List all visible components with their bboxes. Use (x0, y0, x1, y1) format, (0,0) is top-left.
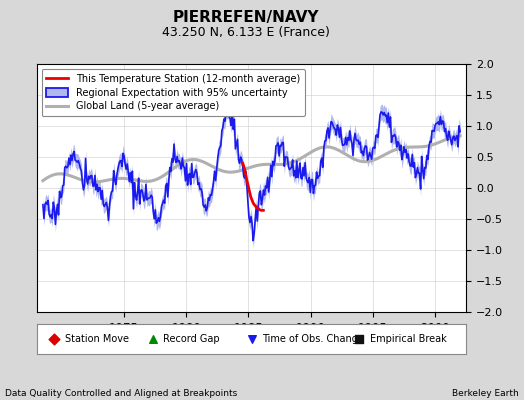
Point (247, 336, 256, 342)
Text: PIERREFEN/NAVY: PIERREFEN/NAVY (173, 10, 320, 25)
Text: Time of Obs. Change: Time of Obs. Change (262, 334, 364, 344)
Text: Berkeley Earth: Berkeley Earth (452, 389, 519, 398)
Point (148, 336, 157, 342)
Text: Data Quality Controlled and Aligned at Breakpoints: Data Quality Controlled and Aligned at B… (5, 389, 237, 398)
Text: Station Move: Station Move (64, 334, 128, 344)
Y-axis label: Temperature Anomaly (°C): Temperature Anomaly (°C) (522, 114, 524, 262)
Legend: This Temperature Station (12-month average), Regional Expectation with 95% uncer: This Temperature Station (12-month avera… (41, 69, 304, 116)
Point (50, 336, 58, 342)
Text: Record Gap: Record Gap (163, 334, 220, 344)
Text: Empirical Break: Empirical Break (369, 334, 446, 344)
Point (355, 336, 363, 342)
Text: 43.250 N, 6.133 E (France): 43.250 N, 6.133 E (France) (162, 26, 330, 39)
